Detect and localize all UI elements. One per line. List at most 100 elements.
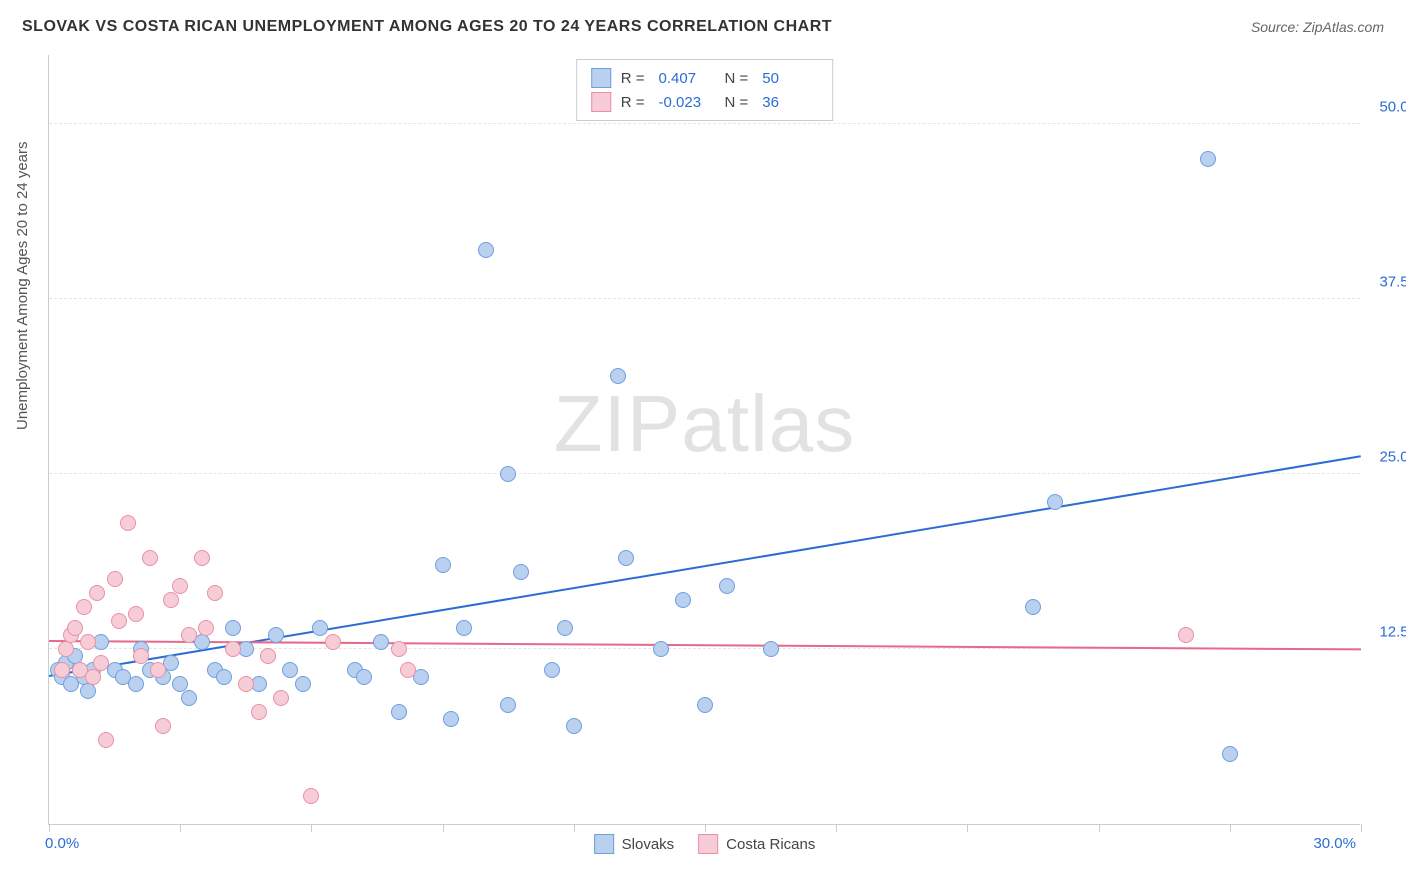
x-tick [705, 824, 706, 832]
data-point-slovaks [312, 620, 328, 636]
x-tick [443, 824, 444, 832]
y-tick-label: 12.5% [1379, 624, 1406, 641]
data-point-costa_ricans [181, 627, 197, 643]
data-point-slovaks [478, 242, 494, 258]
gridline [49, 123, 1360, 124]
x-tick [1099, 824, 1100, 832]
data-point-costa_ricans [155, 718, 171, 734]
x-tick [836, 824, 837, 832]
data-point-costa_ricans [89, 585, 105, 601]
legend-label-slovaks: Slovaks [622, 836, 675, 853]
legend-n-label: N = [725, 94, 749, 111]
data-point-costa_ricans [76, 599, 92, 615]
data-point-slovaks [697, 697, 713, 713]
data-point-costa_ricans [54, 662, 70, 678]
data-point-costa_ricans [67, 620, 83, 636]
data-point-slovaks [557, 620, 573, 636]
chart-title: SLOVAK VS COSTA RICAN UNEMPLOYMENT AMONG… [22, 18, 832, 36]
data-point-slovaks [500, 466, 516, 482]
data-point-slovaks [295, 676, 311, 692]
data-point-costa_ricans [225, 641, 241, 657]
data-point-costa_ricans [85, 669, 101, 685]
data-point-costa_ricans [133, 648, 149, 664]
legend-item-slovaks: Slovaks [594, 834, 675, 854]
data-point-costa_ricans [1178, 627, 1194, 643]
data-point-slovaks [763, 641, 779, 657]
data-point-slovaks [719, 578, 735, 594]
source-value: ZipAtlas.com [1303, 19, 1384, 35]
legend-r-label: R = [621, 94, 645, 111]
watermark-atlas: atlas [681, 379, 855, 468]
legend-stats-row-slovaks: R = 0.407 N = 50 [591, 66, 819, 90]
y-tick-label: 25.0% [1379, 449, 1406, 466]
watermark-zip: ZIP [554, 379, 681, 468]
data-point-slovaks [1025, 599, 1041, 615]
data-point-costa_ricans [260, 648, 276, 664]
data-point-slovaks [435, 557, 451, 573]
legend-stats-row-costa-ricans: R = -0.023 N = 36 [591, 90, 819, 114]
data-point-slovaks [391, 704, 407, 720]
x-tick-label: 0.0% [45, 835, 79, 852]
y-axis-label: Unemployment Among Ages 20 to 24 years [14, 141, 31, 430]
data-point-slovaks [1200, 151, 1216, 167]
data-point-costa_ricans [273, 690, 289, 706]
legend-label-costa-ricans: Costa Ricans [726, 836, 815, 853]
data-point-costa_ricans [194, 550, 210, 566]
data-point-slovaks [513, 564, 529, 580]
data-point-costa_ricans [400, 662, 416, 678]
legend-swatch-slovaks [591, 68, 611, 88]
data-point-slovaks [80, 683, 96, 699]
data-point-slovaks [443, 711, 459, 727]
x-tick-label: 30.0% [1313, 835, 1356, 852]
data-point-costa_ricans [58, 641, 74, 657]
legend-n-value-slovaks: 50 [762, 70, 818, 87]
legend-swatch-slovaks [594, 834, 614, 854]
gridline [49, 473, 1360, 474]
data-point-slovaks [456, 620, 472, 636]
legend-stats: R = 0.407 N = 50 R = -0.023 N = 36 [576, 59, 834, 121]
watermark: ZIPatlas [554, 378, 855, 470]
source-label: Source: [1251, 19, 1299, 35]
data-point-slovaks [610, 368, 626, 384]
data-point-slovaks [653, 641, 669, 657]
data-point-costa_ricans [111, 613, 127, 629]
legend-r-value-costa-ricans: -0.023 [659, 94, 715, 111]
gridline [49, 298, 1360, 299]
data-point-costa_ricans [107, 571, 123, 587]
data-point-slovaks [181, 690, 197, 706]
y-tick-label: 37.5% [1379, 274, 1406, 291]
data-point-costa_ricans [198, 620, 214, 636]
data-point-slovaks [216, 669, 232, 685]
legend-swatch-costa-ricans [698, 834, 718, 854]
data-point-costa_ricans [172, 578, 188, 594]
legend-r-value-slovaks: 0.407 [659, 70, 715, 87]
data-point-slovaks [225, 620, 241, 636]
y-tick-label: 50.0% [1379, 99, 1406, 116]
data-point-slovaks [675, 592, 691, 608]
x-tick [1361, 824, 1362, 832]
legend-swatch-costa-ricans [591, 92, 611, 112]
data-point-costa_ricans [238, 676, 254, 692]
data-point-slovaks [356, 669, 372, 685]
data-point-costa_ricans [251, 704, 267, 720]
x-tick [967, 824, 968, 832]
scatter-chart: ZIPatlas R = 0.407 N = 50 R = -0.023 N =… [48, 55, 1360, 825]
data-point-slovaks [373, 634, 389, 650]
legend-item-costa-ricans: Costa Ricans [698, 834, 815, 854]
data-point-costa_ricans [128, 606, 144, 622]
data-point-costa_ricans [93, 655, 109, 671]
data-point-costa_ricans [163, 592, 179, 608]
x-tick [49, 824, 50, 832]
legend-n-label: N = [725, 70, 749, 87]
data-point-costa_ricans [142, 550, 158, 566]
data-point-costa_ricans [98, 732, 114, 748]
x-tick [574, 824, 575, 832]
data-point-slovaks [500, 697, 516, 713]
legend-r-label: R = [621, 70, 645, 87]
source-attribution: Source: ZipAtlas.com [1251, 19, 1384, 35]
data-point-slovaks [282, 662, 298, 678]
data-point-costa_ricans [80, 634, 96, 650]
x-tick [180, 824, 181, 832]
data-point-slovaks [268, 627, 284, 643]
data-point-costa_ricans [303, 788, 319, 804]
